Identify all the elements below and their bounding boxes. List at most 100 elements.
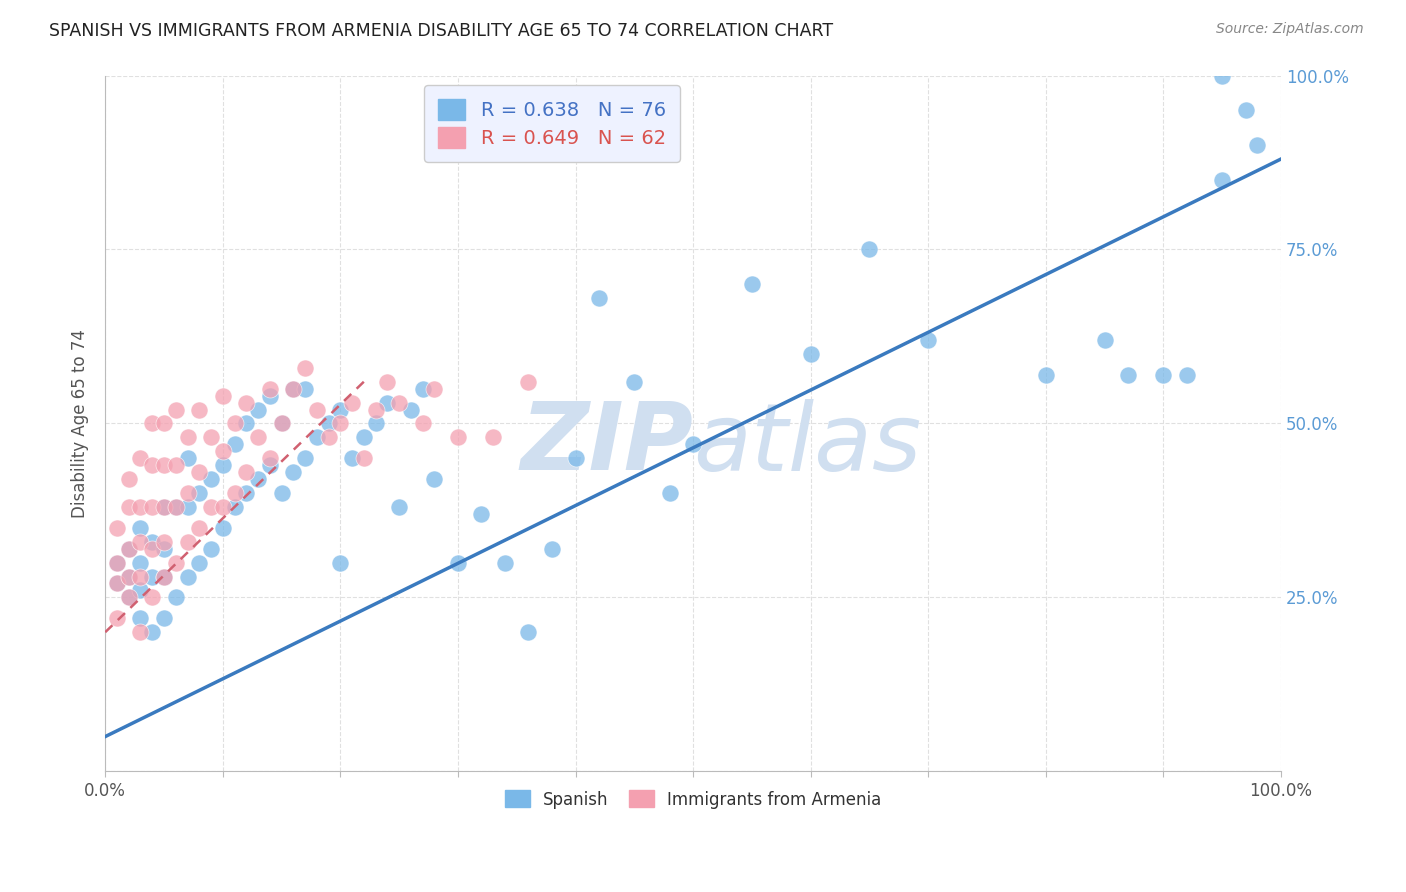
Point: [283, 465, 305, 479]
Point: [165, 500, 187, 514]
Point: [141, 534, 163, 549]
Point: [141, 500, 163, 514]
Point: [283, 382, 305, 396]
Point: [141, 569, 163, 583]
Point: [224, 500, 246, 514]
Point: [224, 486, 246, 500]
Point: [741, 277, 763, 292]
Point: [329, 417, 352, 431]
Point: [188, 402, 211, 417]
Point: [188, 465, 211, 479]
Point: [305, 402, 328, 417]
Point: [129, 534, 152, 549]
Point: [588, 291, 610, 305]
Point: [141, 591, 163, 605]
Point: [917, 333, 939, 347]
Point: [482, 430, 505, 444]
Point: [259, 458, 281, 473]
Point: [176, 569, 198, 583]
Point: [129, 569, 152, 583]
Point: [235, 465, 257, 479]
Point: [1152, 368, 1174, 382]
Point: [318, 430, 340, 444]
Point: [259, 451, 281, 466]
Point: [165, 591, 187, 605]
Point: [153, 541, 176, 556]
Point: [118, 569, 141, 583]
Point: [247, 402, 270, 417]
Point: [423, 472, 446, 486]
Point: [118, 541, 141, 556]
Point: [517, 375, 540, 389]
Point: [329, 556, 352, 570]
Point: [377, 395, 399, 409]
Point: [176, 534, 198, 549]
Point: [129, 625, 152, 640]
Point: [1035, 368, 1057, 382]
Point: [340, 395, 363, 409]
Point: [1116, 368, 1139, 382]
Point: [153, 569, 176, 583]
Point: [188, 556, 211, 570]
Point: [353, 430, 375, 444]
Point: [541, 541, 564, 556]
Point: [329, 402, 352, 417]
Point: [153, 611, 176, 625]
Point: [129, 500, 152, 514]
Point: [270, 417, 292, 431]
Point: [658, 486, 681, 500]
Point: [1211, 173, 1233, 187]
Point: [153, 458, 176, 473]
Point: [105, 556, 128, 570]
Point: [118, 591, 141, 605]
Point: [129, 583, 152, 598]
Point: [118, 569, 141, 583]
Point: [165, 556, 187, 570]
Point: [388, 395, 411, 409]
Point: [141, 417, 163, 431]
Point: [682, 437, 704, 451]
Point: [412, 382, 434, 396]
Point: [224, 417, 246, 431]
Point: [211, 521, 233, 535]
Point: [247, 472, 270, 486]
Point: [517, 625, 540, 640]
Point: [105, 576, 128, 591]
Point: [200, 541, 222, 556]
Point: [211, 458, 233, 473]
Point: [188, 521, 211, 535]
Point: [412, 417, 434, 431]
Point: [270, 486, 292, 500]
Point: [1211, 69, 1233, 83]
Point: [165, 402, 187, 417]
Point: [364, 402, 387, 417]
Point: [153, 500, 176, 514]
Point: [165, 458, 187, 473]
Point: [1246, 138, 1268, 153]
Point: [211, 444, 233, 458]
Point: [129, 451, 152, 466]
Point: [494, 556, 516, 570]
Point: [364, 417, 387, 431]
Point: [105, 556, 128, 570]
Point: [447, 556, 470, 570]
Y-axis label: Disability Age 65 to 74: Disability Age 65 to 74: [72, 329, 89, 518]
Point: [235, 486, 257, 500]
Point: [105, 521, 128, 535]
Point: [176, 500, 198, 514]
Point: [447, 430, 470, 444]
Point: [423, 382, 446, 396]
Point: [235, 395, 257, 409]
Point: [211, 389, 233, 403]
Point: [564, 451, 586, 466]
Point: [247, 430, 270, 444]
Point: [200, 430, 222, 444]
Point: [377, 375, 399, 389]
Point: [399, 402, 422, 417]
Point: [118, 541, 141, 556]
Point: [283, 382, 305, 396]
Point: [153, 534, 176, 549]
Text: SPANISH VS IMMIGRANTS FROM ARMENIA DISABILITY AGE 65 TO 74 CORRELATION CHART: SPANISH VS IMMIGRANTS FROM ARMENIA DISAB…: [49, 22, 834, 40]
Point: [318, 417, 340, 431]
Point: [294, 451, 316, 466]
